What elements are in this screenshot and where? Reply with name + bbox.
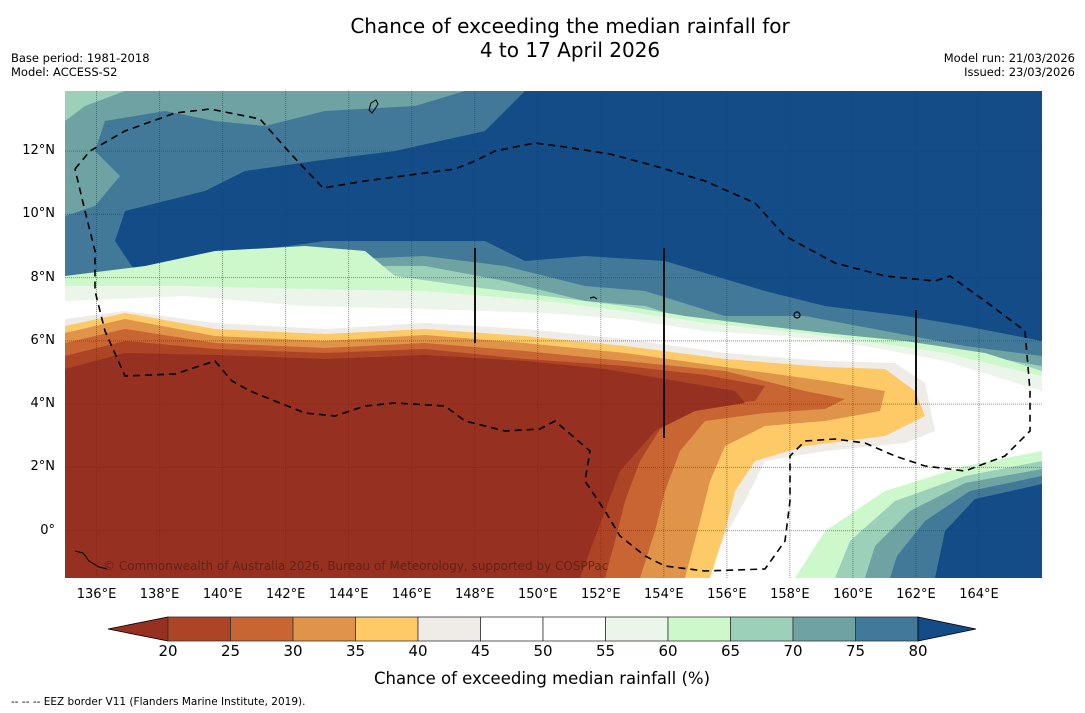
colorbar-bin	[355, 616, 419, 642]
colorbar-bin	[167, 616, 231, 642]
colorbar-bin	[792, 616, 856, 642]
colorbar-tick-label: 70	[783, 642, 803, 660]
lat-label: 12°N	[22, 143, 55, 159]
lat-label: 10°N	[22, 206, 55, 222]
model-run: Model run: 21/03/2026	[943, 51, 1075, 65]
region-under-20	[65, 353, 745, 578]
lat-label: 4°N	[30, 396, 56, 412]
colorbar-bin	[417, 616, 481, 642]
lon-label: 164°E	[959, 587, 999, 602]
issued-date: Issued: 23/03/2026	[964, 65, 1075, 79]
colorbar-tick-label: 30	[283, 642, 303, 660]
meta-right: Model run: 21/03/2026 Issued: 23/03/2026	[944, 51, 1075, 79]
colorbar-tick-label: 40	[408, 642, 428, 660]
lat-label: 6°N	[30, 332, 56, 348]
colorbar-tick-label: 75	[845, 642, 866, 660]
gridlines	[65, 91, 1042, 578]
lon-label: 162°E	[896, 587, 936, 602]
colorbar-tick-label: 35	[345, 642, 366, 660]
copyright-text: © Commonwealth of Australia 2026, Bureau…	[103, 559, 609, 573]
island-new-guinea-coast	[74, 550, 108, 570]
rainfall-map	[65, 91, 1042, 578]
title-line-2: 4 to 17 April 2026	[479, 38, 661, 62]
island-pohnpei	[793, 311, 801, 319]
colorbar-bin	[855, 616, 919, 642]
eez-borders	[74, 108, 1031, 572]
lon-label: 158°E	[770, 587, 810, 602]
colorbar-tick-label: 20	[158, 642, 178, 660]
colorbar-bin	[480, 616, 544, 642]
lon-label: 154°E	[644, 587, 684, 602]
lon-label: 144°E	[328, 587, 369, 602]
lat-label: 8°N	[30, 269, 56, 285]
lat-label: 2°N	[30, 459, 56, 475]
colorbar-tick-label: 45	[470, 642, 491, 660]
colorbar-under-arrow	[107, 616, 169, 642]
eez-border-palau-fsm	[74, 108, 1031, 572]
colorbar	[107, 616, 977, 642]
island-chuuk	[589, 296, 598, 300]
lon-label: 150°E	[517, 587, 558, 602]
colorbar-tick-label: 65	[720, 642, 741, 660]
lon-label: 136°E	[76, 587, 117, 602]
colorbar-bin	[730, 616, 794, 642]
meta-left: Base period: 1981-2018 Model: ACCESS-S2	[11, 51, 150, 79]
map-panel: © Commonwealth of Australia 2026, Bureau…	[65, 91, 1042, 578]
colorbar-bin	[292, 616, 356, 642]
colorbar-label: Chance of exceeding median rainfall (%)	[373, 669, 711, 688]
colorbar-tick-label: 55	[595, 642, 616, 660]
colorbar-tick-label: 80	[908, 642, 928, 660]
lon-label: 138°E	[139, 587, 180, 602]
lon-label: 160°E	[833, 587, 873, 602]
region-over-80-se	[935, 484, 1042, 578]
colorbar-tick-label: 50	[533, 642, 553, 660]
colorbar-bin	[667, 616, 731, 642]
lon-label: 140°E	[202, 587, 243, 602]
colorbar-over-arrow	[917, 616, 977, 642]
island-guam	[368, 99, 379, 114]
title-line-1: Chance of exceeding the median rainfall …	[350, 14, 790, 38]
eez-footnote: -- -- -- EEZ border V11 (Flanders Marine…	[11, 696, 306, 708]
lon-label: 156°E	[707, 587, 747, 602]
lat-label: 0°	[40, 522, 55, 538]
model-name: Model: ACCESS-S2	[11, 65, 118, 79]
colorbar-bin	[542, 616, 606, 642]
lon-label: 148°E	[454, 587, 495, 602]
map-title: Chance of exceeding the median rainfall …	[270, 14, 870, 62]
colorbar-bin	[230, 616, 294, 642]
lon-label: 146°E	[391, 587, 432, 602]
colorbar-tick-label: 60	[658, 642, 678, 660]
lon-label: 142°E	[265, 587, 306, 602]
colorbar-tick-label: 25	[220, 642, 241, 660]
colorbar-bin	[605, 616, 669, 642]
lon-label: 152°E	[581, 587, 621, 602]
base-period: Base period: 1981-2018	[11, 51, 150, 65]
